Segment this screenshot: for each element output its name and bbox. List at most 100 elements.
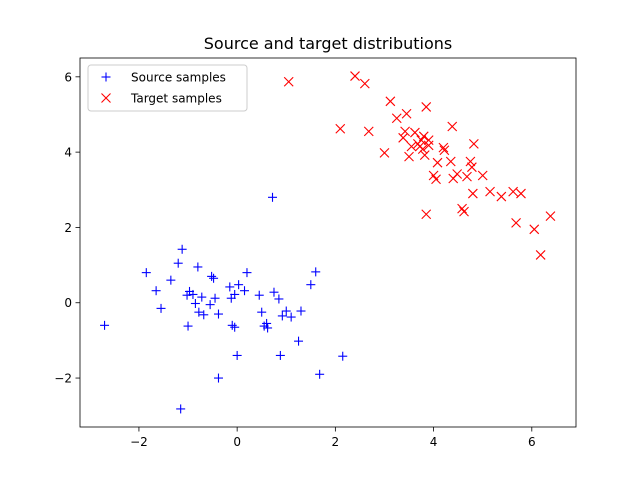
- source-sample-point: [274, 294, 284, 304]
- target-sample-point: [465, 156, 476, 167]
- target-sample-point: [391, 113, 402, 124]
- source-sample-point: [234, 280, 244, 290]
- source-sample-point: [240, 286, 250, 296]
- marker-stroke: [101, 93, 111, 103]
- marker-stroke: [423, 140, 434, 151]
- y-tick-label: 6: [64, 70, 72, 84]
- target-sample-point: [410, 127, 420, 138]
- x-tick-label: −2: [130, 435, 148, 449]
- source-sample-point: [254, 290, 264, 300]
- source-sample-point: [311, 267, 321, 277]
- x-tick-label: 2: [332, 435, 340, 449]
- marker-stroke: [467, 162, 477, 173]
- target-sample-point: [459, 206, 469, 217]
- marker-stroke: [398, 132, 409, 143]
- legend: Source samples Target samples: [87, 64, 248, 112]
- marker-stroke: [439, 145, 450, 156]
- chart-title: Source and target distributions: [204, 34, 452, 53]
- y-tick-label: 0: [64, 296, 72, 310]
- target-sample-point: [529, 224, 540, 235]
- source-sample-point: [281, 306, 291, 316]
- target-sample-point: [432, 157, 443, 168]
- target-sample-point: [452, 169, 463, 179]
- marker-stroke: [283, 76, 294, 87]
- marker-stroke: [468, 138, 479, 149]
- series-2: [283, 71, 556, 260]
- target-sample-point: [350, 71, 360, 81]
- source-sample-point: [232, 350, 242, 360]
- legend-marker-x-icon: [101, 93, 111, 103]
- marker-stroke: [363, 126, 374, 137]
- target-sample-point: [477, 170, 488, 181]
- target-sample-point: [404, 151, 414, 162]
- source-sample-point: [209, 273, 219, 283]
- marker-stroke: [457, 203, 467, 214]
- target-sample-point: [398, 132, 409, 143]
- source-sample-point: [183, 321, 193, 331]
- target-sample-point: [359, 78, 370, 89]
- series-1: [100, 192, 348, 414]
- source-sample-point: [207, 271, 217, 281]
- source-sample-point: [176, 404, 186, 414]
- target-sample-point: [400, 126, 410, 137]
- target-sample-point: [457, 203, 467, 214]
- source-sample-point: [177, 244, 187, 254]
- target-sample-point: [439, 145, 450, 156]
- marker-stroke: [391, 113, 402, 124]
- y-tick-label: 4: [64, 146, 72, 160]
- target-sample-point: [545, 211, 556, 222]
- x-tick-label: 6: [528, 435, 536, 449]
- target-sample-point: [516, 188, 526, 199]
- target-sample-point: [363, 126, 374, 137]
- target-sample-point: [468, 138, 479, 149]
- source-sample-point: [213, 309, 223, 319]
- target-sample-point: [401, 108, 412, 119]
- source-sample-point: [141, 268, 151, 278]
- marker-stroke: [335, 123, 346, 134]
- marker-stroke: [516, 188, 526, 199]
- marker-stroke: [431, 174, 441, 185]
- target-sample-point: [496, 191, 507, 202]
- source-sample-point: [230, 322, 240, 332]
- target-sample-point: [419, 150, 430, 161]
- source-sample-point: [277, 311, 287, 321]
- source-sample-point: [193, 262, 203, 272]
- legend-marker-plus-icon: [101, 72, 111, 82]
- marker-stroke: [452, 169, 463, 179]
- marker-stroke: [379, 147, 390, 158]
- source-sample-point: [151, 286, 161, 296]
- source-sample-point: [190, 298, 200, 308]
- legend-label: Target samples: [130, 92, 222, 106]
- x-tick-label: 0: [233, 435, 241, 449]
- target-sample-point: [379, 147, 390, 158]
- marker-stroke: [508, 186, 519, 197]
- source-sample-point: [306, 280, 316, 290]
- source-sample-point: [263, 323, 273, 333]
- marker-stroke: [485, 186, 495, 197]
- marker-stroke: [401, 108, 412, 119]
- target-sample-point: [511, 218, 521, 228]
- source-sample-point: [213, 373, 223, 383]
- source-sample-point: [199, 310, 209, 320]
- source-sample-point: [262, 318, 272, 328]
- marker-stroke: [400, 126, 410, 137]
- plot-marks: [100, 71, 556, 414]
- marker-stroke: [418, 131, 429, 142]
- marker-stroke: [462, 171, 472, 182]
- marker-stroke: [417, 144, 428, 155]
- source-sample-point: [166, 275, 176, 285]
- source-sample-point: [188, 289, 198, 299]
- target-sample-point: [418, 131, 429, 142]
- target-sample-point: [485, 186, 495, 197]
- source-sample-point: [197, 292, 207, 302]
- marker-stroke: [419, 150, 430, 161]
- marker-stroke: [467, 188, 478, 199]
- source-sample-point: [242, 268, 252, 278]
- source-sample-point: [205, 300, 215, 310]
- source-sample-point: [173, 258, 183, 268]
- source-sample-point: [286, 312, 296, 322]
- marker-stroke: [477, 170, 488, 181]
- target-sample-point: [431, 174, 441, 185]
